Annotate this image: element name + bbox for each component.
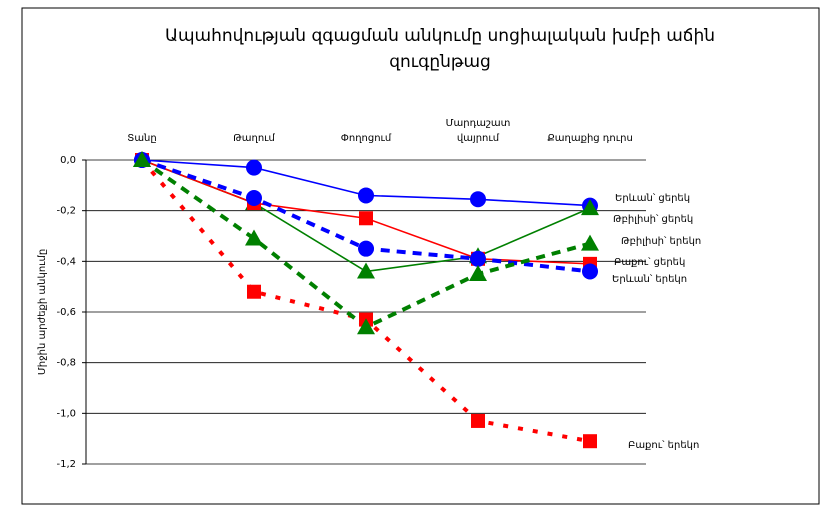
x-tick-label: Քաղաքից դուրս xyxy=(547,133,633,144)
marker xyxy=(359,211,373,226)
marker xyxy=(470,191,486,208)
marker xyxy=(582,263,598,280)
y-tick-label: -1,2 xyxy=(56,459,76,470)
marker xyxy=(469,265,487,281)
marker xyxy=(470,250,486,267)
y-tick-label: -0,4 xyxy=(56,256,76,267)
x-tick-label: Մարդաշատ վայրում xyxy=(445,118,511,144)
marker xyxy=(581,199,599,216)
series-label: Երևան՝ երեկո xyxy=(612,273,687,285)
series-label: Թբիլիսի՝ ցերեկ xyxy=(613,213,693,225)
marker xyxy=(358,240,374,257)
y-tick-label: 0,0 xyxy=(60,155,76,166)
marker xyxy=(471,413,485,428)
x-tick-label: Փողոցում xyxy=(340,133,392,144)
y-tick-label: -0,8 xyxy=(56,358,76,369)
series-label: Բաքու՝ ցերեկ xyxy=(614,256,685,268)
chart-title: զուգընթաց xyxy=(389,52,491,72)
chart-title: Ապահովության զգացման անկումը սոցիալական … xyxy=(165,26,715,46)
marker xyxy=(357,262,375,279)
marker xyxy=(583,434,597,449)
chart-border xyxy=(21,7,820,505)
marker xyxy=(357,318,375,335)
marker xyxy=(246,190,262,206)
x-tick-label: Թաղում xyxy=(233,133,275,144)
y-tick-label: -0,2 xyxy=(56,206,76,217)
marker xyxy=(358,187,374,204)
y-tick-label: -0,6 xyxy=(56,307,76,318)
y-axis-label: Միջին արժեքի անկումը xyxy=(37,249,48,375)
marker xyxy=(581,234,599,251)
marker xyxy=(245,229,263,246)
series-label: Բաքու՝ երեկո xyxy=(628,439,699,451)
y-tick-label: -1,0 xyxy=(56,408,76,419)
marker xyxy=(247,284,261,299)
series-label: Երևան՝ ցերեկ xyxy=(615,192,690,204)
marker xyxy=(133,151,151,167)
series-label: Թբիլիսի՝ երեկո xyxy=(621,235,701,247)
x-tick-label: Տանը xyxy=(127,133,157,144)
marker xyxy=(246,159,262,176)
